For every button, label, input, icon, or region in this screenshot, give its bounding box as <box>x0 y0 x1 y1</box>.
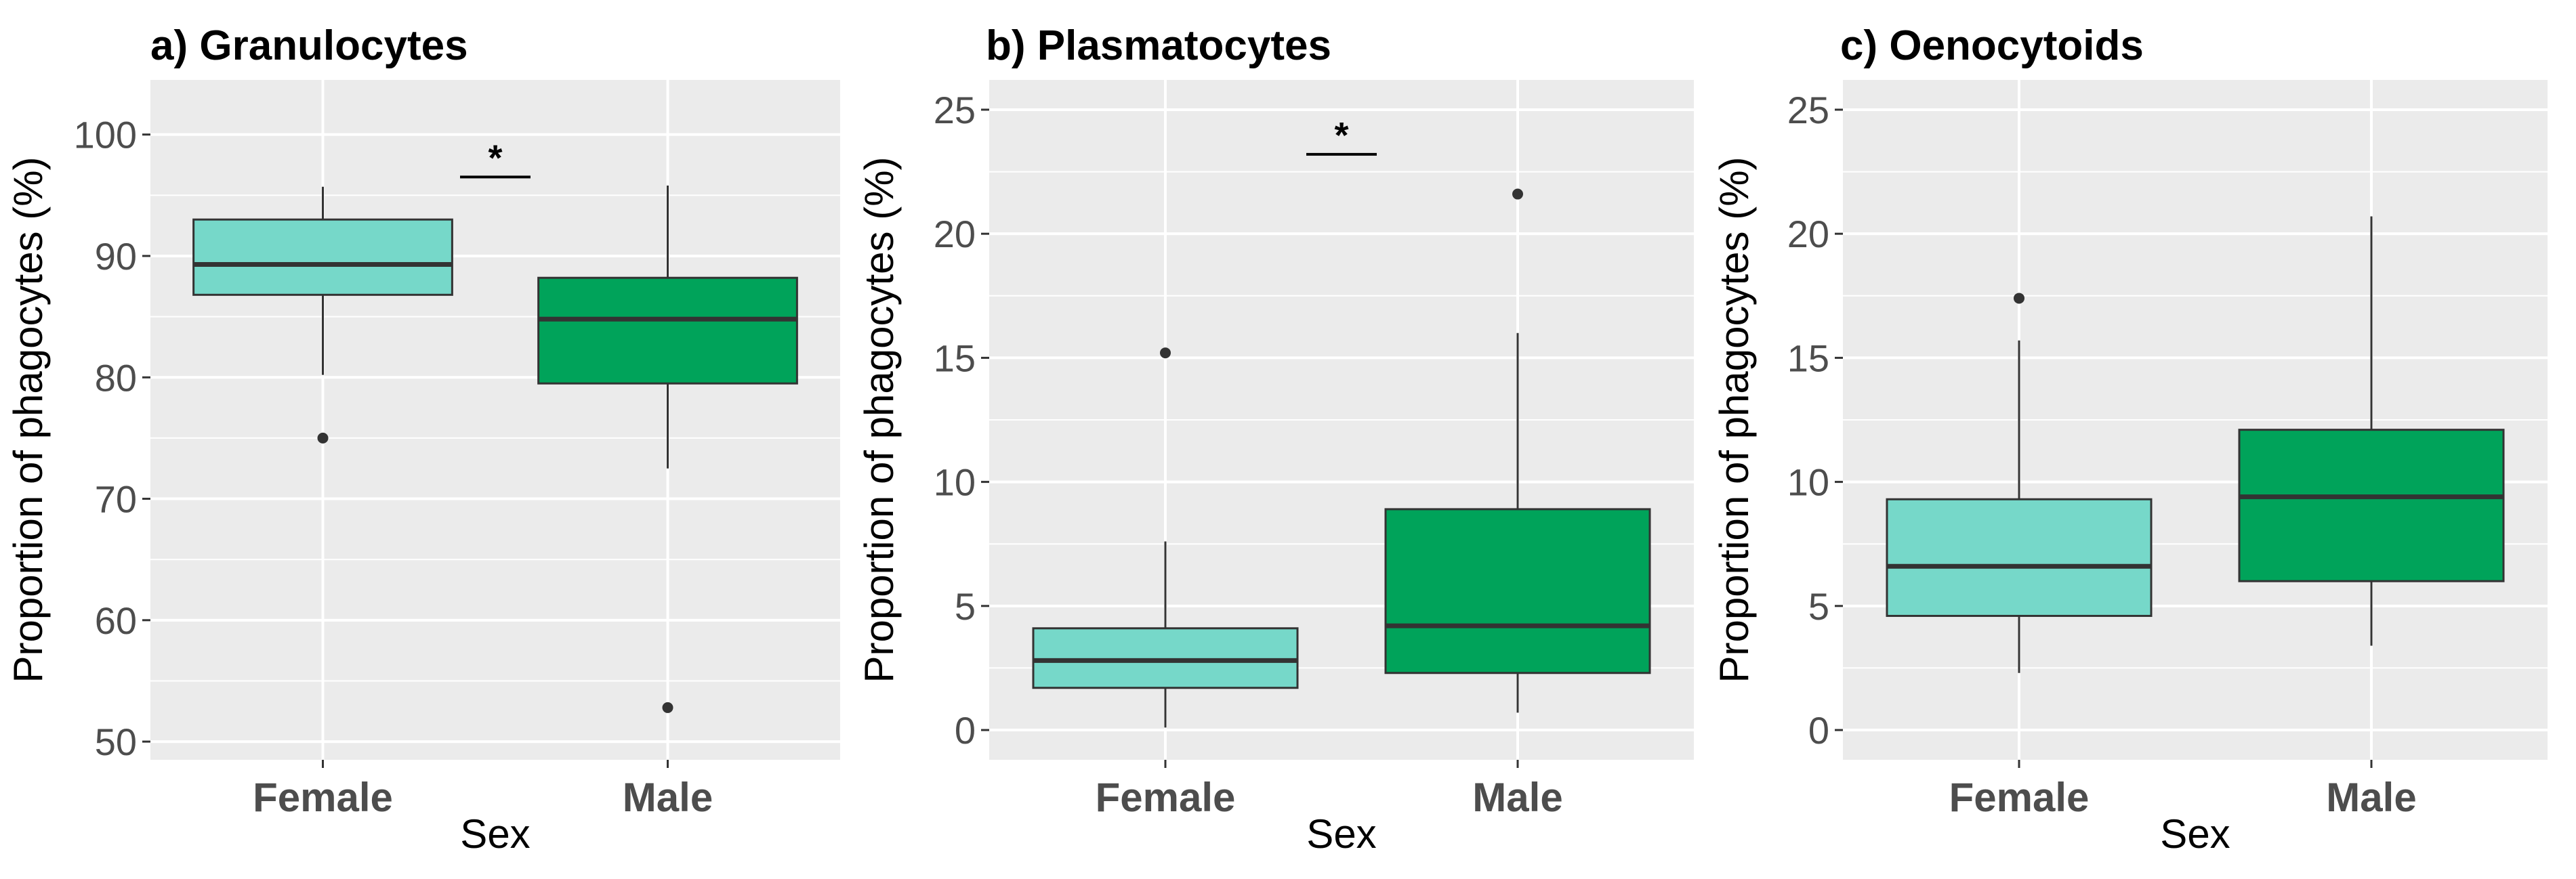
box-iqr <box>1384 508 1651 674</box>
box-iqr <box>2238 429 2505 582</box>
box-iqr <box>1032 627 1299 689</box>
box-iqr <box>192 218 453 296</box>
panel-title: c) Oenocytoids <box>1840 22 2144 69</box>
y-tick-label: 10 <box>1787 461 1829 504</box>
box-female <box>1886 293 2153 673</box>
panel-title: b) Plasmatocytes <box>986 22 1331 69</box>
box-male <box>1384 188 1651 713</box>
box-male <box>537 185 798 713</box>
y-tick-label: 20 <box>1787 213 1829 255</box>
significance-label: * <box>1334 115 1348 156</box>
x-tick-label: Male <box>2326 775 2416 820</box>
y-tick-label: 25 <box>1787 89 1829 131</box>
y-tick-label: 50 <box>95 721 137 763</box>
y-tick-label: 90 <box>95 235 137 278</box>
x-tick-label: Male <box>1472 775 1562 820</box>
y-tick-label: 25 <box>934 89 976 131</box>
outlier-point <box>1160 347 1171 359</box>
panel-2: 0 5 10 15 20 25 * Female Male Sex Proportion of ph… <box>856 22 1694 857</box>
x-axis-label: Sex <box>460 811 530 857</box>
box-iqr <box>537 276 798 385</box>
y-tick-label: 10 <box>934 461 976 504</box>
significance-label: * <box>488 137 502 178</box>
outlier-point <box>2014 293 2024 304</box>
plot-background <box>150 80 840 760</box>
x-tick-label: Female <box>1949 775 2090 820</box>
x-tick-label: Female <box>1096 775 1236 820</box>
panel-1: 50 60 70 80 90 100 * Female Male Sex Proportion of… <box>5 22 840 857</box>
outlier-point <box>317 432 329 444</box>
outlier-point <box>662 702 673 713</box>
y-tick-label: 100 <box>74 114 137 156</box>
box-female <box>192 186 453 444</box>
y-tick-label: 80 <box>95 356 137 399</box>
y-tick-label: 5 <box>1808 585 1829 628</box>
y-tick-label: 60 <box>95 599 137 642</box>
panel-title: a) Granulocytes <box>150 22 468 69</box>
y-tick-label: 0 <box>1808 709 1829 752</box>
y-tick-label: 0 <box>955 709 976 752</box>
box-male <box>2238 216 2505 646</box>
y-tick-label: 15 <box>1787 337 1829 379</box>
y-axis-label: Proportion of phagocytes (%) <box>856 156 902 683</box>
y-axis-label: Proportion of phagocytes (%) <box>5 156 51 683</box>
x-tick-label: Male <box>623 775 713 820</box>
y-axis-label: Proportion of phagocytes (%) <box>1711 156 1757 683</box>
y-tick-label: 5 <box>955 585 976 628</box>
panel-3: 0 5 10 15 20 25 Female Male Sex Proportion of pha… <box>1711 22 2548 857</box>
x-axis-label: Sex <box>2160 811 2230 857</box>
y-tick-label: 70 <box>95 478 137 521</box>
box-female <box>1032 347 1299 728</box>
y-tick-label: 20 <box>934 213 976 255</box>
y-tick-label: 15 <box>934 337 976 379</box>
x-tick-label: Female <box>253 775 393 820</box>
x-axis-label: Sex <box>1306 811 1376 857</box>
outlier-point <box>1512 188 1523 200</box>
box-iqr <box>1886 498 2153 617</box>
